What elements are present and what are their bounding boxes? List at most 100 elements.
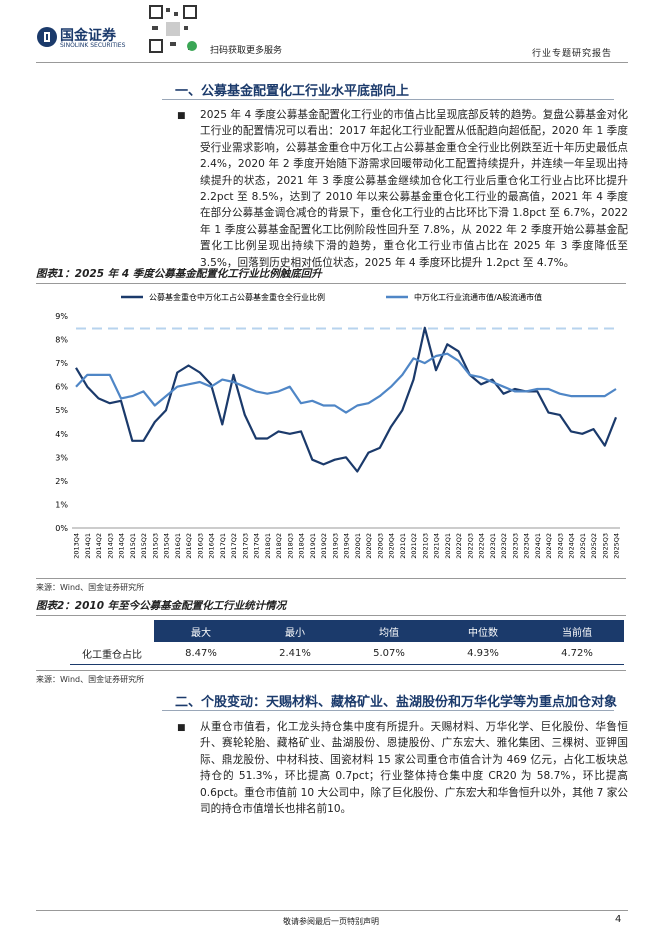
section-title: 一、公募基金配置化工行业水平底部向上: [175, 84, 410, 99]
y-tick-label: 4%: [55, 430, 68, 439]
header-cell: 均值: [342, 620, 436, 642]
table-cell: 5.07%: [342, 642, 436, 665]
y-tick-label: 6%: [55, 383, 68, 392]
paragraph: 从重仓市值看，化工龙头持仓集中度有所提升。天赐材料、万华化学、巨化股份、华鲁恒升…: [200, 721, 628, 816]
table-header: 最大 最小 均值 中位数 当前值: [70, 620, 624, 642]
table-wrap: 最大 最小 均值 中位数 当前值 化工重仓占比 8.47% 2.41% 5.07% 4.93% 4…: [70, 620, 624, 665]
x-tick-label: 2023Q1: [489, 533, 497, 559]
y-tick-label: 0%: [55, 524, 68, 533]
x-tick-label: 2016Q1: [174, 533, 182, 559]
section-title: 二、个股变动：天赐材料、藏格矿业、盐湖股份和万华化学等为重点加仓对象: [175, 695, 618, 710]
legend-label: 公募基金重仓中万化工占公募基金重仓全行业比例: [149, 292, 325, 302]
x-tick-label: 2022Q3: [466, 533, 474, 559]
x-tick-label: 2020Q1: [354, 533, 362, 559]
legend-label: 中万化工行业流通市值/A股流通市值: [414, 292, 542, 302]
x-tick-label: 2020Q4: [388, 533, 396, 559]
x-tick-label: 2024Q1: [534, 533, 542, 559]
y-tick-label: 8%: [55, 336, 68, 345]
x-tick-label: 2022Q1: [444, 533, 452, 559]
x-tick-label: 2015Q4: [163, 533, 171, 559]
x-tick-label: 2015Q3: [151, 533, 159, 559]
y-tick-label: 7%: [55, 359, 68, 368]
x-tick-label: 2022Q2: [455, 533, 463, 559]
table-cell: 化工重仓占比: [70, 642, 154, 665]
table-cell: 2.41%: [248, 642, 342, 665]
header-cell: 最小: [248, 620, 342, 642]
x-tick-label: 2021Q3: [421, 533, 429, 559]
y-tick-label: 3%: [55, 453, 68, 462]
x-tick-label: 2020Q3: [376, 533, 384, 559]
logo-icon: [37, 27, 57, 47]
x-tick-label: 2023Q4: [523, 533, 531, 559]
bullet: ■: [177, 111, 186, 121]
footer-rule: [36, 910, 628, 911]
disclaimer: 敬请参阅最后一页特别声明: [283, 917, 379, 926]
series-line: [75, 352, 617, 414]
x-tick-label: 2014Q1: [84, 533, 92, 559]
x-tick-label: 2025Q2: [590, 533, 598, 559]
x-tick-label: 2025Q4: [613, 533, 621, 559]
x-tick-label: 2018Q1: [264, 533, 272, 559]
x-tick-label: 2019Q1: [309, 533, 317, 559]
x-tick-label: 2016Q3: [196, 533, 204, 559]
x-tick-label: 2016Q2: [185, 533, 193, 559]
x-tick-label: 2021Q2: [410, 533, 418, 559]
x-tick-label: 2019Q2: [320, 533, 328, 559]
x-tick-label: 2025Q1: [579, 533, 587, 559]
qr-code: [148, 4, 198, 54]
x-tick-label: 2017Q4: [253, 533, 261, 559]
x-tick-label: 2017Q3: [241, 533, 249, 559]
x-tick-label: 2015Q1: [129, 533, 137, 559]
x-tick-label: 2019Q4: [343, 533, 351, 559]
x-tick-label: 2018Q3: [286, 533, 294, 559]
x-tick-label: 2019Q3: [331, 533, 339, 559]
y-tick-label: 9%: [55, 312, 68, 321]
section-rule: [162, 710, 614, 711]
report-type: 行业专题研究报告: [532, 49, 613, 59]
x-tick-label: 2023Q2: [500, 533, 508, 559]
x-tick-label: 2017Q1: [219, 533, 227, 559]
stats-table: 最大 最小 均值 中位数 当前值 化工重仓占比 8.47% 2.41% 5.07% 4.93% 4…: [70, 620, 624, 665]
qr-caption: 扫码获取更多服务: [210, 46, 283, 56]
table-cell: 4.93%: [436, 642, 530, 665]
x-tick-label: 2021Q1: [399, 533, 407, 559]
x-tick-label: 2024Q2: [545, 533, 553, 559]
section-rule: [162, 99, 614, 100]
x-tick-label: 2015Q2: [140, 533, 148, 559]
x-tick-label: 2018Q2: [275, 533, 283, 559]
header-cell: 最大: [154, 620, 248, 642]
header-cell: 当前值: [530, 620, 624, 642]
x-tick-label: 2022Q4: [478, 533, 486, 559]
bullet: ■: [177, 723, 186, 733]
header-cell: 中位数: [436, 620, 530, 642]
figure-source: 来源：Wind、国金证券研究所: [36, 578, 626, 593]
paragraph: 2025 年 4 季度公募基金配置化工行业的市值占比呈现底部反转的趋势。复盘公募…: [200, 109, 628, 269]
figure-title: 图表2：2010 年至今公募基金配置化工行业统计情况: [36, 598, 626, 616]
x-tick-label: 2014Q3: [106, 533, 114, 559]
figure-title: 图表1：2025 年 4 季度公募基金配置化工行业比例触底回升: [36, 266, 626, 284]
y-tick-label: 1%: [55, 500, 68, 509]
x-tick-label: 2013Q4: [73, 533, 81, 559]
y-tick-label: 2%: [55, 477, 68, 486]
x-tick-label: 2023Q3: [511, 533, 519, 559]
x-tick-label: 2025Q3: [601, 533, 609, 559]
x-tick-label: 2014Q4: [118, 533, 126, 559]
logo-text: 国金证券: [60, 28, 116, 44]
x-tick-label: 2018Q4: [298, 533, 306, 559]
logo-en: SINOLINK SECURITIES: [60, 42, 126, 49]
x-tick-label: 2021Q4: [433, 533, 441, 559]
table-row: 化工重仓占比 8.47% 2.41% 5.07% 4.93% 4.72%: [70, 642, 624, 665]
header-cell: [70, 620, 154, 642]
figure-source: 来源：Wind、国金证券研究所: [36, 670, 626, 685]
page-number: 4: [615, 914, 622, 925]
x-tick-label: 2014Q2: [95, 533, 103, 559]
x-tick-label: 2016Q4: [208, 533, 216, 559]
y-tick-label: 5%: [55, 406, 68, 415]
chart: 0%1%2%3%4%5%6%7%8%9%2013Q4 2014Q1 2014Q2 20…: [55, 292, 621, 559]
table-cell: 4.72%: [530, 642, 624, 665]
x-tick-label: 2017Q2: [230, 533, 238, 559]
x-tick-label: 2024Q3: [556, 533, 564, 559]
x-tick-label: 2020Q2: [365, 533, 373, 559]
header-rule: [36, 62, 628, 63]
